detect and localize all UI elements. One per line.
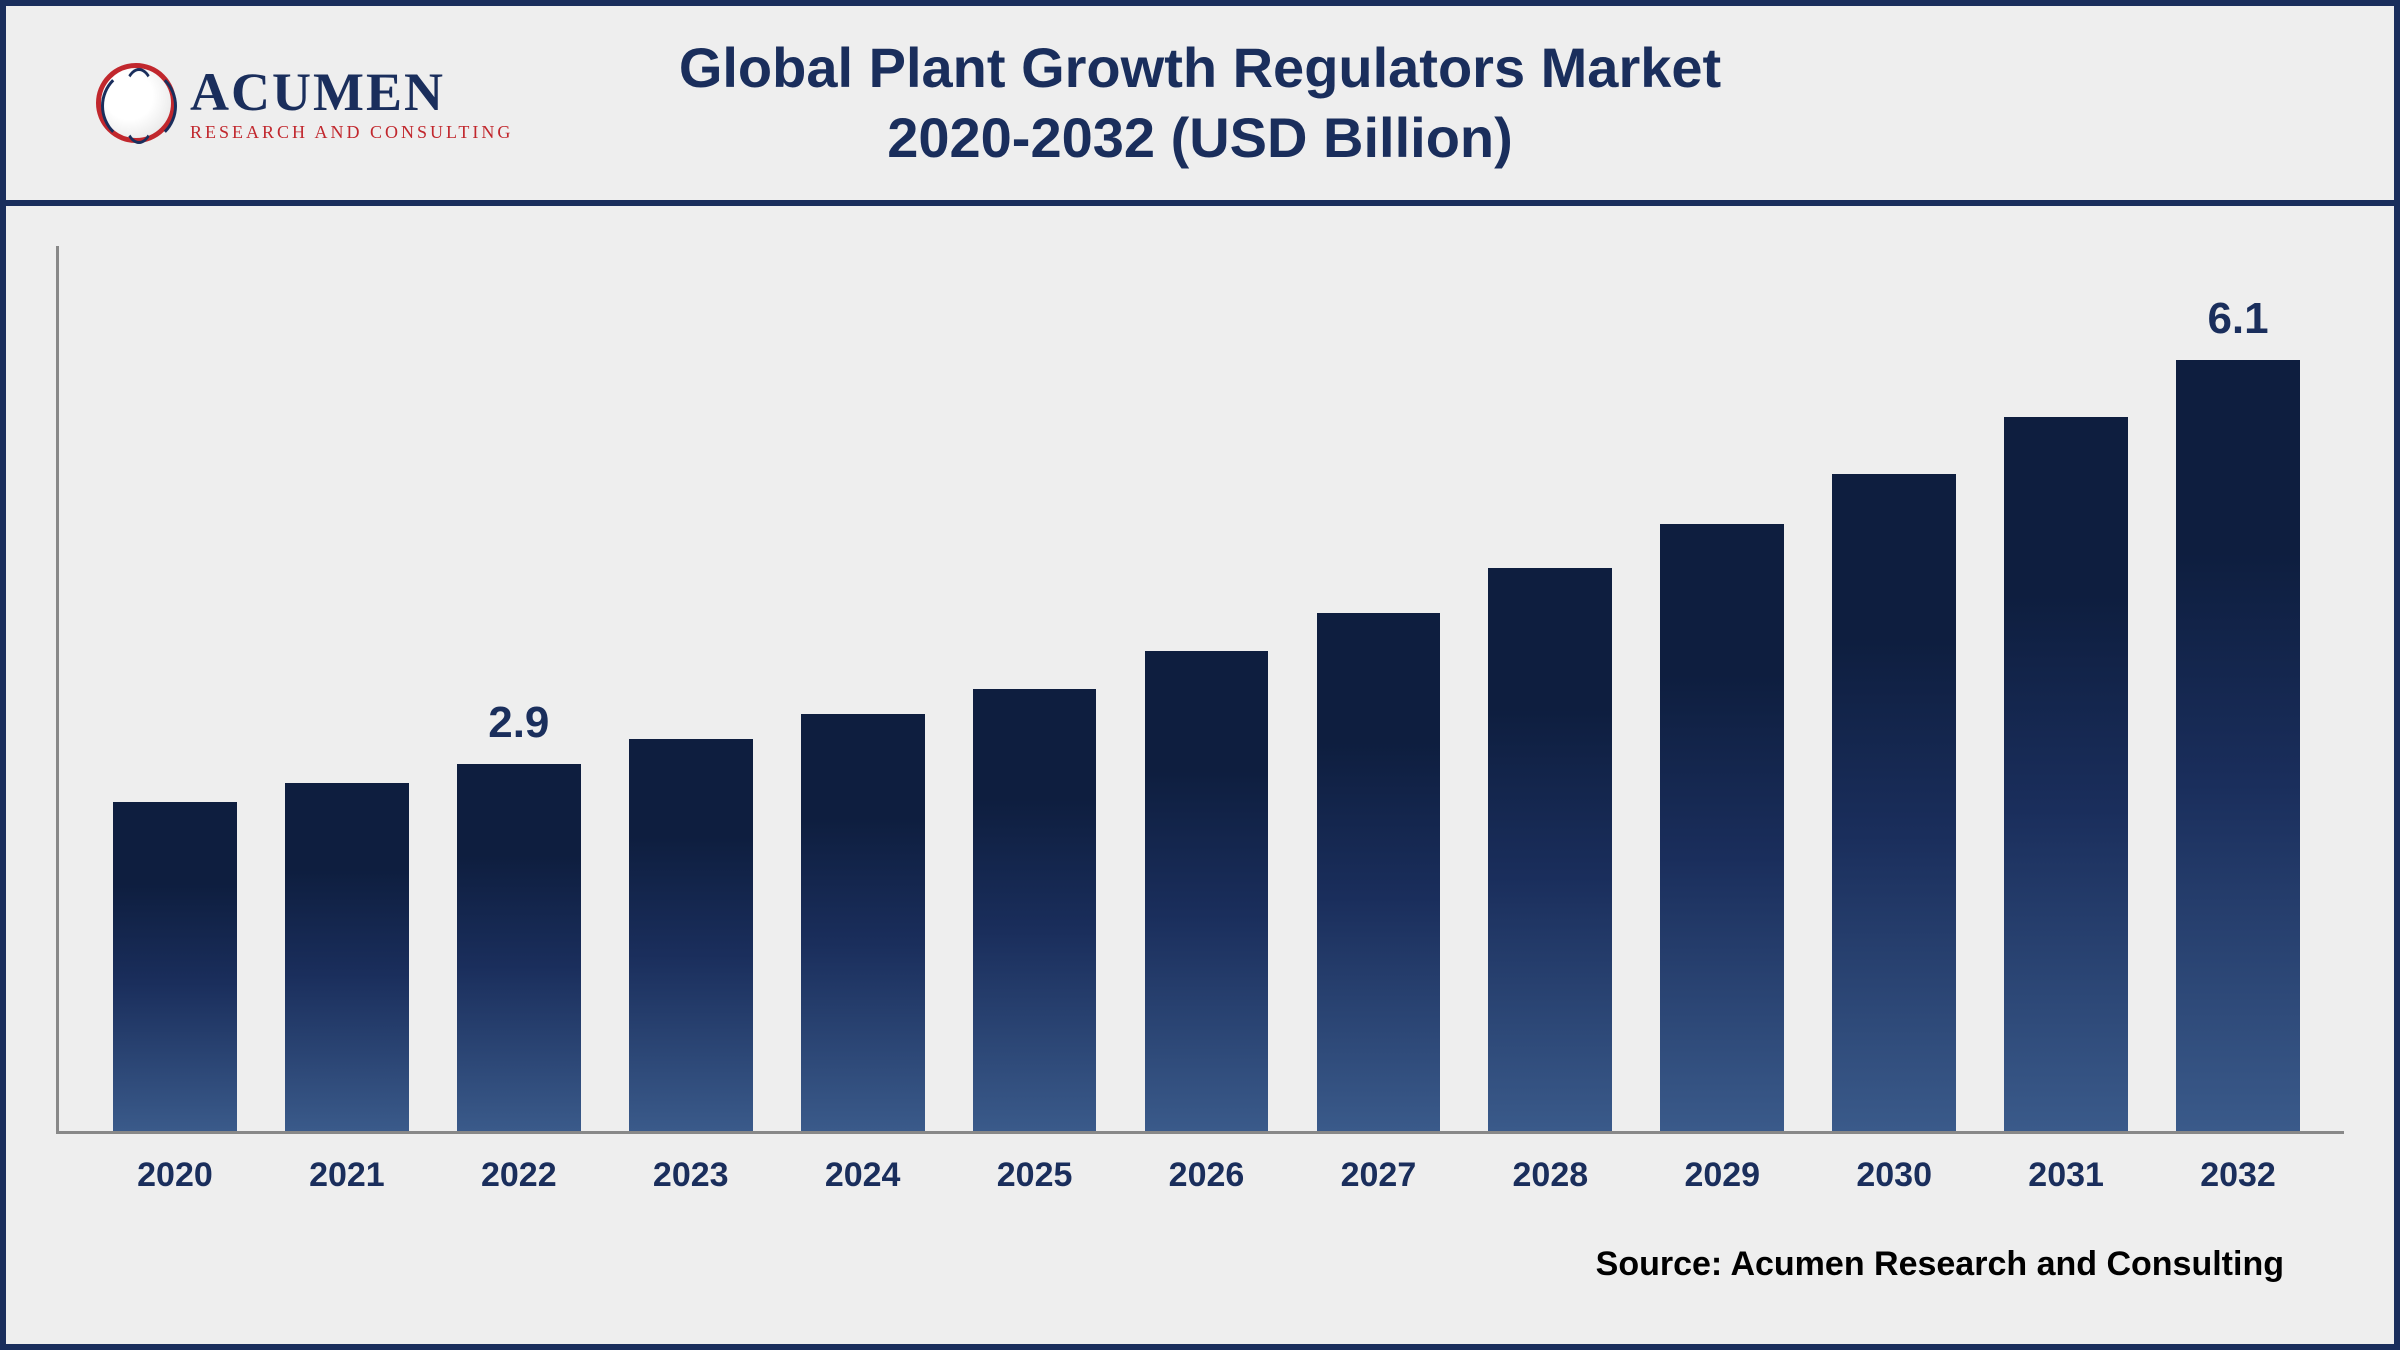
x-axis-label: 2031 (1980, 1156, 2152, 1195)
bar (1488, 568, 1612, 1131)
bar (1317, 613, 1441, 1131)
chart-area: 2.96.1 202020212022202320242025202620272… (56, 246, 2344, 1195)
bar-slot (1980, 246, 2152, 1131)
bar-slot (1464, 246, 1636, 1131)
x-axis-label: 2027 (1292, 1156, 1464, 1195)
x-axis-label: 2028 (1464, 1156, 1636, 1195)
logo-sub-text: RESEARCH AND CONSULTING (190, 123, 513, 141)
bar-slot (949, 246, 1121, 1131)
bar (629, 739, 753, 1131)
x-axis-label: 2030 (1808, 1156, 1980, 1195)
x-axis-label: 2026 (1121, 1156, 1293, 1195)
bar (1145, 651, 1269, 1131)
logo-main-text: ACUMEN (190, 65, 513, 119)
bar-slot (1808, 246, 1980, 1131)
x-axis-label: 2025 (949, 1156, 1121, 1195)
company-logo: ACUMEN RESEARCH AND CONSULTING (96, 63, 513, 143)
bar (801, 714, 925, 1131)
bar-value-label: 2.9 (433, 698, 605, 748)
bar (285, 783, 409, 1131)
x-axis-label: 2022 (433, 1156, 605, 1195)
x-axis-label: 2020 (89, 1156, 261, 1195)
bar-slot (605, 246, 777, 1131)
bar-slot (1636, 246, 1808, 1131)
bars-row: 2.9 6.1 (56, 246, 2344, 1134)
bar-slot (261, 246, 433, 1131)
x-axis-label: 2029 (1636, 1156, 1808, 1195)
bar (113, 802, 237, 1131)
logo-text: ACUMEN RESEARCH AND CONSULTING (190, 65, 513, 141)
bar (2176, 360, 2300, 1131)
x-axis-label: 2032 (2152, 1156, 2324, 1195)
bar (457, 764, 581, 1131)
bar-slot (89, 246, 261, 1131)
header-panel: ACUMEN RESEARCH AND CONSULTING Global Pl… (6, 6, 2394, 206)
x-axis-label: 2021 (261, 1156, 433, 1195)
bar-slot (777, 246, 949, 1131)
x-axis-labels: 2020202120222023202420252026202720282029… (56, 1134, 2344, 1195)
bar (1832, 474, 1956, 1131)
bar-slot (1292, 246, 1464, 1131)
bar (1660, 524, 1784, 1131)
bar-slot: 6.1 (2152, 246, 2324, 1131)
bar-slot (1121, 246, 1293, 1131)
x-axis-label: 2023 (605, 1156, 777, 1195)
source-attribution: Source: Acumen Research and Consulting (56, 1195, 2344, 1314)
bar-value-label: 6.1 (2152, 294, 2324, 344)
bar (2004, 417, 2128, 1131)
globe-icon (96, 63, 176, 143)
outer-frame: ACUMEN RESEARCH AND CONSULTING Global Pl… (0, 0, 2400, 1350)
x-axis-label: 2024 (777, 1156, 949, 1195)
bar (973, 689, 1097, 1132)
bar-slot: 2.9 (433, 246, 605, 1131)
chart-panel: 2.96.1 202020212022202320242025202620272… (6, 206, 2394, 1344)
